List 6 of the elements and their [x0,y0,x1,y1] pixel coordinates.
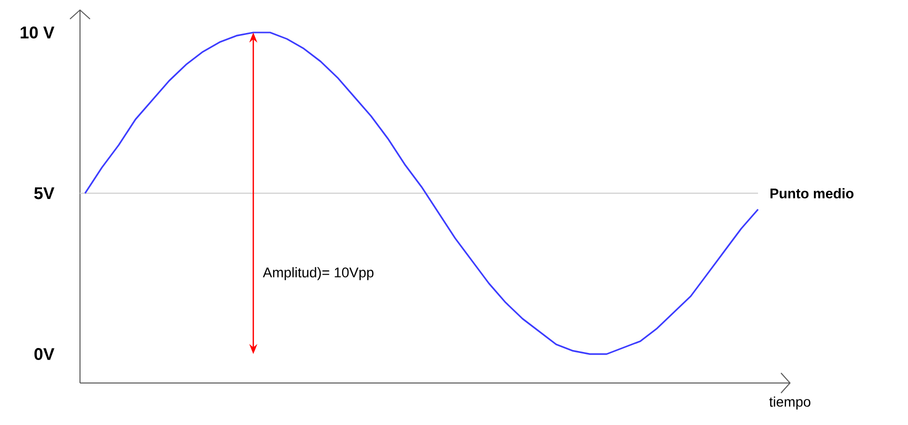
x-axis-title: tiempo [769,396,810,410]
annotation: Amplitud)= 10Vpp [262,267,374,280]
y-tick-label: 10 V [20,26,54,39]
y-tick-label: 0V [34,348,54,360]
ref-line-label: Punto medio [770,188,854,198]
y-tick-label: 5V [34,187,54,200]
